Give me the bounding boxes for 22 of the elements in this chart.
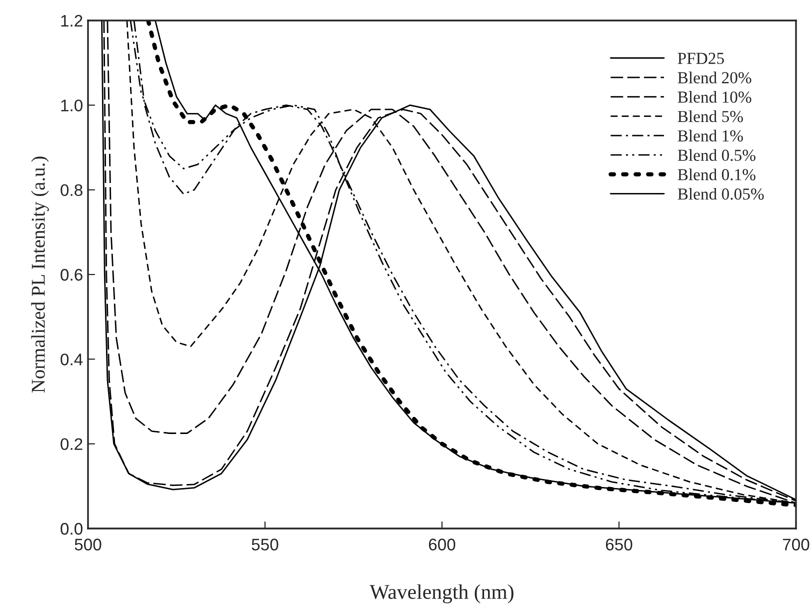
legend-label: Blend 1% bbox=[678, 130, 743, 142]
legend-label: Blend 10% bbox=[678, 91, 752, 103]
legend-label: Blend 20% bbox=[678, 72, 752, 84]
x-tick-label: 700 bbox=[782, 538, 810, 550]
y-tick-label: 1.0 bbox=[61, 100, 82, 112]
x-tick-label: 550 bbox=[252, 538, 278, 550]
legend-label: PFD25 bbox=[678, 52, 724, 64]
x-tick-label: 500 bbox=[74, 538, 102, 550]
legend-label: Blend 0.5% bbox=[678, 149, 756, 161]
y-tick-label: 0.8 bbox=[60, 184, 82, 196]
legend-label: Blend 5% bbox=[678, 110, 743, 122]
y-tick-label: 0.2 bbox=[60, 438, 82, 450]
x-axis-title: Wavelength (nm) bbox=[370, 584, 514, 604]
y-axis-title: Normalized PL Intensity (a.u.) bbox=[31, 156, 49, 393]
legend-label: Blend 0.05% bbox=[678, 188, 764, 200]
y-tick-label: 0.6 bbox=[60, 268, 82, 281]
legend-label: Blend 0.1% bbox=[678, 168, 756, 180]
y-tick-label: 0.4 bbox=[60, 354, 83, 366]
x-tick-label: 600 bbox=[428, 538, 456, 550]
x-tick-label: 650 bbox=[606, 538, 632, 550]
y-tick-label: 1.2 bbox=[61, 14, 82, 27]
y-tick-label: 0.0 bbox=[60, 522, 82, 535]
